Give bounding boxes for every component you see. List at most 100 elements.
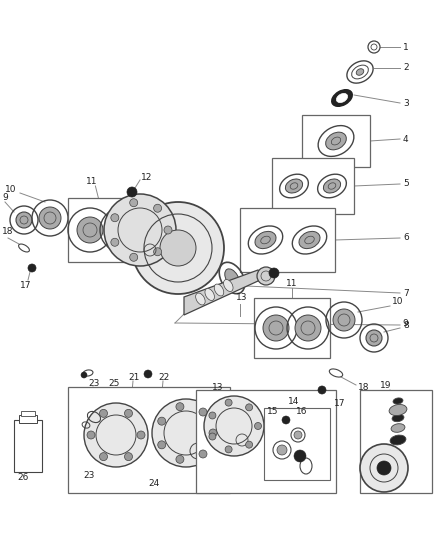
- Circle shape: [28, 264, 36, 272]
- Bar: [14, 420, 42, 472]
- Text: 8: 8: [403, 320, 409, 329]
- Text: 13: 13: [236, 294, 247, 303]
- Ellipse shape: [223, 279, 233, 292]
- Circle shape: [111, 238, 119, 246]
- Text: 24: 24: [148, 480, 159, 489]
- Ellipse shape: [299, 231, 320, 248]
- Text: 10: 10: [5, 184, 17, 193]
- Circle shape: [282, 416, 290, 424]
- Circle shape: [154, 204, 162, 212]
- Bar: [254, 298, 330, 358]
- Circle shape: [295, 315, 321, 341]
- Circle shape: [209, 433, 216, 440]
- Text: 14: 14: [288, 398, 300, 407]
- Ellipse shape: [255, 231, 276, 248]
- Text: 21: 21: [128, 374, 139, 383]
- Circle shape: [257, 267, 275, 285]
- Ellipse shape: [323, 179, 341, 193]
- Text: 2: 2: [403, 63, 409, 72]
- Ellipse shape: [392, 414, 404, 422]
- Text: 6: 6: [403, 233, 409, 243]
- Circle shape: [377, 461, 391, 475]
- Circle shape: [360, 444, 408, 492]
- Bar: [196, 390, 336, 493]
- Ellipse shape: [336, 93, 348, 102]
- Text: 10: 10: [392, 297, 403, 306]
- Text: 9: 9: [402, 319, 408, 328]
- Bar: [68, 198, 144, 262]
- Ellipse shape: [390, 435, 406, 445]
- Ellipse shape: [286, 179, 303, 193]
- Circle shape: [99, 453, 107, 461]
- Circle shape: [225, 446, 232, 453]
- Circle shape: [246, 441, 253, 448]
- Circle shape: [144, 370, 152, 378]
- Circle shape: [366, 330, 382, 346]
- Text: 7: 7: [403, 288, 409, 297]
- Circle shape: [263, 315, 289, 341]
- Circle shape: [199, 450, 207, 458]
- Circle shape: [152, 399, 220, 467]
- Circle shape: [277, 445, 287, 455]
- Text: 26: 26: [17, 472, 28, 481]
- Circle shape: [16, 212, 32, 228]
- Text: 19: 19: [380, 382, 392, 391]
- Bar: [19, 415, 37, 423]
- Bar: [272, 158, 354, 214]
- Circle shape: [158, 417, 166, 425]
- Ellipse shape: [205, 288, 215, 301]
- Bar: [360, 390, 432, 493]
- Text: 11: 11: [286, 279, 297, 287]
- Circle shape: [99, 409, 107, 417]
- Ellipse shape: [389, 405, 407, 416]
- Text: 22: 22: [158, 374, 169, 383]
- Text: 9: 9: [2, 193, 8, 203]
- Circle shape: [104, 194, 176, 266]
- Circle shape: [254, 423, 261, 430]
- Circle shape: [130, 253, 138, 261]
- Circle shape: [87, 431, 95, 439]
- Circle shape: [225, 399, 232, 406]
- Text: 3: 3: [403, 99, 409, 108]
- Circle shape: [333, 309, 355, 331]
- Ellipse shape: [326, 132, 346, 150]
- Circle shape: [294, 450, 306, 462]
- Circle shape: [124, 409, 133, 417]
- Ellipse shape: [391, 424, 405, 432]
- Circle shape: [199, 408, 207, 416]
- Bar: [264, 408, 330, 480]
- Text: 23: 23: [88, 379, 99, 389]
- Circle shape: [204, 396, 264, 456]
- Circle shape: [318, 386, 326, 394]
- Ellipse shape: [356, 69, 364, 75]
- Bar: [68, 387, 230, 493]
- Bar: [240, 208, 335, 272]
- Ellipse shape: [332, 90, 352, 106]
- Text: 25: 25: [108, 379, 120, 389]
- Bar: [302, 115, 370, 167]
- Circle shape: [154, 248, 162, 256]
- Circle shape: [137, 431, 145, 439]
- Circle shape: [294, 431, 302, 439]
- Text: 1: 1: [403, 43, 409, 52]
- Text: 15: 15: [267, 408, 279, 416]
- Circle shape: [39, 207, 61, 229]
- Circle shape: [269, 268, 279, 278]
- Circle shape: [209, 429, 217, 437]
- Circle shape: [130, 199, 138, 207]
- Text: 12: 12: [141, 174, 152, 182]
- Text: 17: 17: [20, 281, 32, 290]
- Circle shape: [111, 214, 119, 222]
- Circle shape: [176, 455, 184, 463]
- Circle shape: [176, 403, 184, 411]
- Polygon shape: [184, 270, 262, 315]
- Circle shape: [77, 217, 103, 243]
- Ellipse shape: [214, 284, 224, 296]
- Text: 5: 5: [403, 180, 409, 189]
- Text: 18: 18: [2, 228, 14, 237]
- Circle shape: [127, 187, 137, 197]
- Text: 4: 4: [403, 134, 409, 143]
- Circle shape: [81, 372, 87, 378]
- Circle shape: [84, 403, 148, 467]
- Circle shape: [109, 217, 135, 243]
